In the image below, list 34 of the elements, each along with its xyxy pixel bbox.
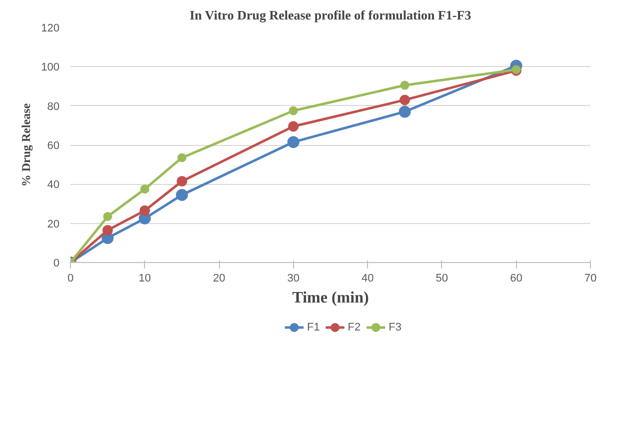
y-tick-label: 80 [47,100,60,113]
x-tick-label: 40 [362,272,374,284]
point [288,121,299,132]
y-axis-title: % Drug Release [19,102,34,187]
x-tick-label: 60 [510,272,522,284]
chart-title: In Vitro Drug Release profile of formulation F1-F3 [190,8,472,22]
x-tick-label: 0 [67,272,74,284]
y-tick-label: 120 [41,22,60,34]
point [102,224,113,236]
point [140,184,150,194]
x-tick-label: 20 [212,272,226,284]
point [398,106,411,118]
x-tick-label: 70 [584,272,597,284]
point [176,188,188,201]
point [287,136,300,148]
y-tick-label: 60 [47,140,60,152]
y-tick-label: 100 [41,62,60,74]
x-axis-title: Time (min) [292,290,369,306]
point [288,106,298,116]
point [400,80,410,90]
x-tick-label: 30 [287,272,300,284]
legend-label: F1 [306,322,320,334]
x-tick-label: 50 [436,272,448,284]
legend-label: F2 [348,322,361,334]
y-tick-label: 40 [47,179,60,192]
point [176,176,188,186]
y-tick-label: 0 [53,258,60,270]
point [103,212,112,221]
x-tick-label: 10 [138,272,151,284]
legend-label: F3 [388,322,402,334]
point [177,153,186,162]
point [400,94,410,106]
point [140,205,150,216]
y-tick-label: 20 [47,218,60,230]
